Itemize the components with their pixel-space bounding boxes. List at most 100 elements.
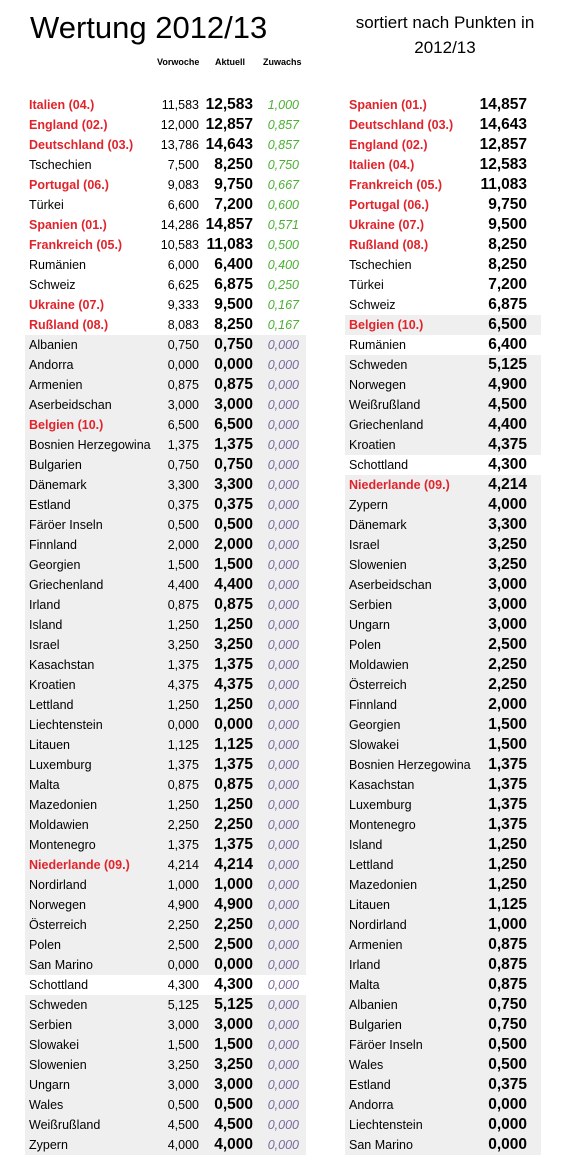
current-points: 1,000 [214, 876, 253, 893]
title: Wertung 2012/13 [30, 10, 268, 45]
previous-week: 0,875 [167, 378, 199, 392]
country-name: Nordirland [29, 878, 87, 892]
country-name: Tschechien [29, 158, 92, 172]
country-name: Niederlande (09.) [29, 858, 130, 872]
table-row: Slowenien 3,250 3,250 0,000 [25, 1055, 306, 1075]
table-row: Mazedonien 1,250 [345, 875, 541, 895]
table-row: Slowakei 1,500 1,500 0,000 [25, 1035, 306, 1055]
country-name: Schottland [29, 978, 89, 992]
country-name: Türkei [29, 198, 64, 212]
table-row: Ukraine (07.) 9,333 9,500 0,167 [25, 295, 306, 315]
current-points: 0,875 [214, 376, 253, 393]
gain: 0,000 [267, 838, 299, 852]
table-row: Aserbeidschan 3,000 [345, 575, 541, 595]
current-points: 2,500 [214, 936, 253, 953]
current-points: 1,500 [214, 1036, 253, 1053]
country-name: Weißrußland [349, 398, 421, 412]
gain: 0,250 [267, 278, 299, 292]
gain: 0,000 [267, 698, 299, 712]
points: 14,857 [479, 96, 527, 113]
points: 9,500 [488, 216, 527, 233]
country-name: Rußland (08.) [29, 318, 109, 332]
current-points: 0,000 [214, 716, 253, 733]
country-name: Zypern [29, 1138, 68, 1152]
previous-week: 7,500 [167, 158, 199, 172]
points: 14,643 [479, 116, 527, 133]
current-points: 4,375 [214, 676, 253, 693]
table-row: Litauen 1,125 [345, 895, 541, 915]
previous-week: 1,000 [167, 878, 199, 892]
points: 1,125 [488, 896, 527, 913]
gain: 0,000 [267, 938, 299, 952]
current-points: 1,500 [214, 556, 253, 573]
country-name: Dänemark [29, 478, 87, 492]
gain: 0,000 [267, 718, 299, 732]
current-points: 0,500 [214, 1096, 253, 1113]
table-row: Montenegro 1,375 [345, 815, 541, 835]
country-name: England (02.) [29, 118, 108, 132]
gain: 0,000 [267, 378, 299, 392]
previous-week: 14,286 [160, 218, 199, 232]
table-row: Albanien 0,750 0,750 0,000 [25, 335, 306, 355]
previous-week: 2,000 [167, 538, 199, 552]
previous-week: 0,500 [167, 518, 199, 532]
gain: 0,167 [267, 318, 299, 332]
previous-week: 3,300 [167, 478, 199, 492]
country-name: Österreich [349, 678, 407, 692]
current-points: 0,750 [214, 336, 253, 353]
table-row: Österreich 2,250 [345, 675, 541, 695]
current-points: 6,875 [214, 276, 253, 293]
previous-week: 8,083 [167, 318, 199, 332]
gain: 1,000 [267, 98, 299, 112]
points: 4,300 [488, 456, 527, 473]
country-name: Kasachstan [349, 778, 415, 792]
points: 2,250 [488, 656, 527, 673]
country-name: Spanien (01.) [349, 98, 427, 112]
current-points: 9,750 [214, 176, 253, 193]
country-name: San Marino [29, 958, 93, 972]
country-name: Rußland (08.) [349, 238, 429, 252]
country-name: Ukraine (07.) [29, 298, 105, 312]
points: 1,375 [488, 756, 527, 773]
country-name: Montenegro [349, 818, 416, 832]
gain: 0,000 [267, 538, 299, 552]
country-name: Litauen [349, 898, 391, 912]
country-name: Luxemburg [349, 798, 412, 812]
gain: 0,000 [267, 1098, 299, 1112]
gain: 0,000 [267, 878, 299, 892]
current-points: 2,250 [214, 816, 253, 833]
country-name: Italien (04.) [349, 158, 415, 172]
country-name: Schweden [29, 998, 88, 1012]
table-row: Kasachstan 1,375 [345, 775, 541, 795]
previous-week: 11,583 [161, 98, 199, 112]
country-name: Wales [29, 1098, 64, 1112]
gain: 0,750 [267, 158, 299, 172]
table-row: Zypern 4,000 [345, 495, 541, 515]
previous-week: 2,250 [167, 818, 199, 832]
previous-week: 6,600 [167, 198, 199, 212]
country-name: Griechenland [349, 418, 424, 432]
country-name: Serbien [349, 598, 393, 612]
points: 9,750 [488, 196, 527, 213]
gain: 0,000 [267, 1138, 299, 1152]
points: 2,250 [488, 676, 527, 693]
gain: 0,000 [267, 438, 299, 452]
table-row: Frankreich (05.) 11,083 [345, 175, 541, 195]
country-name: Albanien [29, 338, 78, 352]
table-row: Malta 0,875 0,875 0,000 [25, 775, 306, 795]
points: 3,000 [488, 616, 527, 633]
table-row: Dänemark 3,300 [345, 515, 541, 535]
table-row: Lettland 1,250 [345, 855, 541, 875]
table-row: Estland 0,375 [345, 1075, 541, 1095]
country-name: Irland [29, 598, 61, 612]
points: 2,000 [488, 696, 527, 713]
table-row: Israel 3,250 3,250 0,000 [25, 635, 306, 655]
table-row: Tschechien 8,250 [345, 255, 541, 275]
points: 4,900 [488, 376, 527, 393]
points: 8,250 [488, 256, 527, 273]
table-row: Malta 0,875 [345, 975, 541, 995]
country-name: Wales [349, 1058, 384, 1072]
points: 0,000 [488, 1136, 527, 1153]
current-points: 2,000 [214, 536, 253, 553]
table-row: Portugal (06.) 9,083 9,750 0,667 [25, 175, 306, 195]
